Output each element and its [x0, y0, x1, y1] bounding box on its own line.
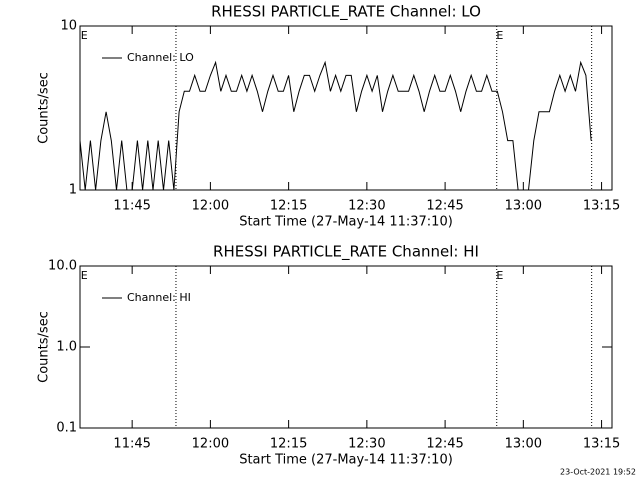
- x-tick-label: 12:15: [270, 199, 307, 214]
- x-axis-label: Start Time (27-May-14 11:37:10): [239, 215, 453, 230]
- event-label: E: [496, 269, 503, 282]
- event-label: E: [81, 29, 88, 42]
- y-axis-label: Counts/sec: [37, 311, 52, 383]
- x-tick-label: 12:30: [348, 437, 385, 452]
- x-tick-label: 13:15: [583, 437, 620, 452]
- x-tick-label: 12:30: [348, 199, 385, 214]
- footer: 23-Oct-2021 19:52: [560, 468, 636, 477]
- x-tick-label: 12:45: [426, 199, 463, 214]
- legend-label: Channel: LO: [127, 51, 194, 64]
- data-line: [79, 60, 592, 191]
- x-tick-label: 13:00: [505, 437, 542, 452]
- y-tick-label: 0.1: [56, 421, 77, 436]
- plot-frame: [79, 25, 613, 191]
- y-tick-label: 1.0: [56, 340, 77, 355]
- legend-label: Channel: HI: [127, 291, 191, 304]
- x-tick-label: 12:00: [192, 199, 229, 214]
- x-tick-label: 12:00: [192, 437, 229, 452]
- x-axis-label: Start Time (27-May-14 11:37:10): [239, 453, 453, 468]
- y-tick-label: 10: [60, 19, 77, 34]
- y-axis-label: Counts/sec: [37, 72, 52, 144]
- chart-title: RHESSI PARTICLE_RATE Channel: HI: [213, 243, 479, 262]
- event-label: E: [81, 269, 88, 282]
- y-tick-label: 1: [69, 183, 77, 198]
- x-tick-label: 12:45: [426, 437, 463, 452]
- x-tick-label: 11:45: [113, 437, 150, 452]
- chart-title: RHESSI PARTICLE_RATE Channel: LO: [211, 3, 481, 22]
- event-label: E: [496, 29, 503, 42]
- x-tick-label: 11:45: [113, 199, 150, 214]
- x-tick-label: 13:15: [583, 199, 620, 214]
- x-tick-label: 13:00: [505, 199, 542, 214]
- x-tick-label: 12:15: [270, 437, 307, 452]
- y-tick-label: 10.0: [48, 259, 77, 274]
